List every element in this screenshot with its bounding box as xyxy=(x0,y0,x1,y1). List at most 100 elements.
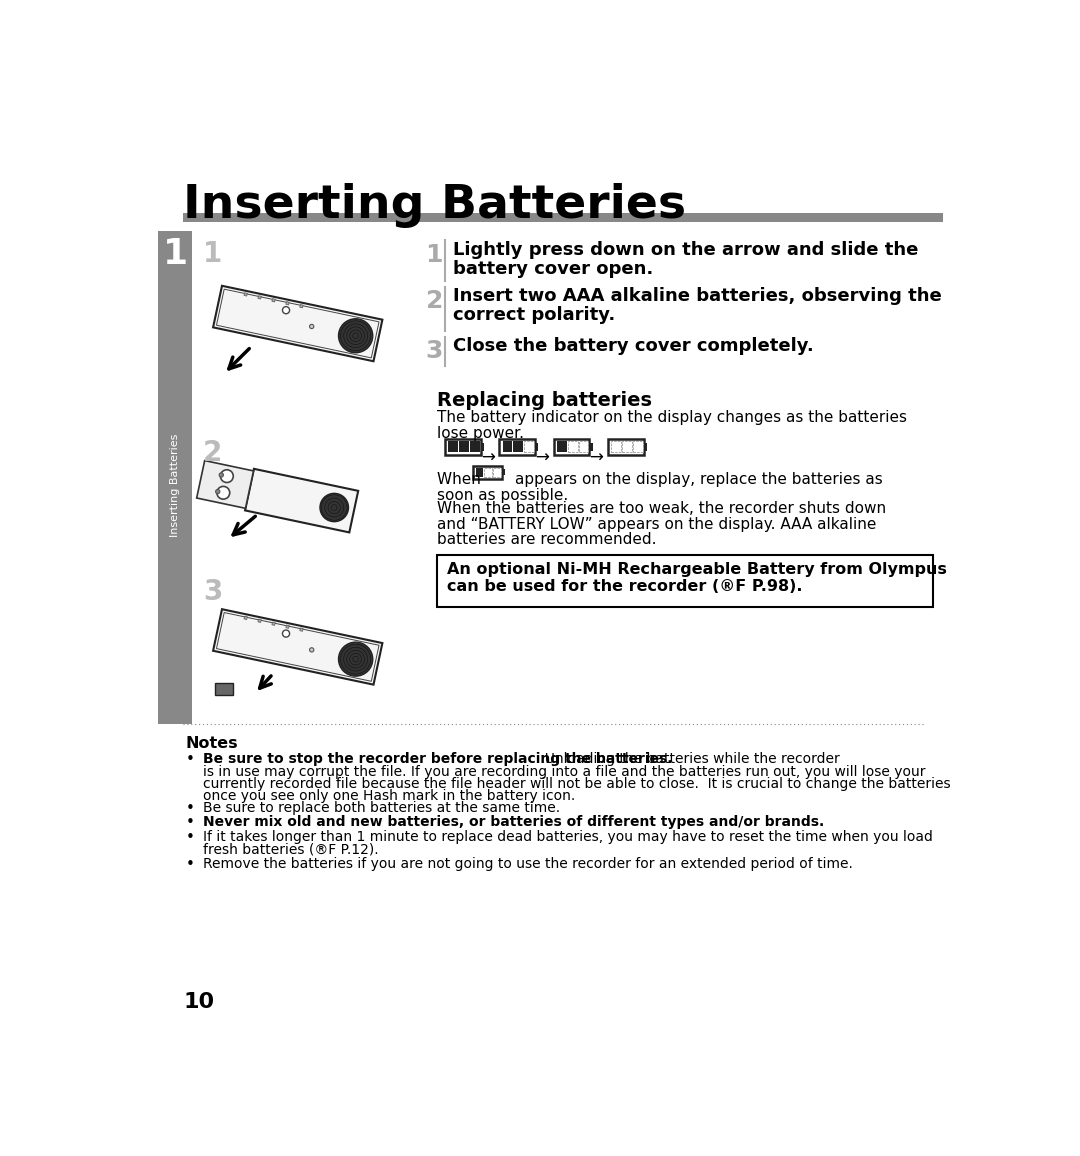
Circle shape xyxy=(283,306,289,313)
Bar xyxy=(535,443,538,451)
Polygon shape xyxy=(300,628,303,631)
Text: and “BATTERY LOW” appears on the display. AAA alkaline: and “BATTERY LOW” appears on the display… xyxy=(437,517,877,532)
Bar xyxy=(499,438,535,454)
Text: Be sure to replace both batteries at the same time.: Be sure to replace both batteries at the… xyxy=(203,801,561,815)
Text: appears on the display, replace the batteries as: appears on the display, replace the batt… xyxy=(515,472,882,487)
Text: 1: 1 xyxy=(203,240,222,268)
Bar xyxy=(633,442,643,452)
Text: Close the battery cover completely.: Close the battery cover completely. xyxy=(453,338,813,355)
Bar xyxy=(437,555,933,607)
Text: When: When xyxy=(437,472,486,487)
Bar xyxy=(494,467,501,476)
Polygon shape xyxy=(244,292,247,296)
Text: •: • xyxy=(186,801,194,816)
Text: The battery indicator on the display changes as the batteries: The battery indicator on the display cha… xyxy=(437,409,907,424)
Text: once you see only one Hash mark in the battery icon.: once you see only one Hash mark in the b… xyxy=(203,790,576,803)
Bar xyxy=(611,442,621,452)
Text: fresh batteries (®F P.12).: fresh batteries (®F P.12). xyxy=(203,843,379,857)
Bar xyxy=(183,213,943,222)
Polygon shape xyxy=(258,296,261,299)
Text: •: • xyxy=(186,753,194,768)
Polygon shape xyxy=(286,302,289,305)
Text: →: → xyxy=(590,449,603,467)
Text: Be sure to stop the recorder before replacing the batteries.: Be sure to stop the recorder before repl… xyxy=(203,753,673,766)
Bar xyxy=(622,442,632,452)
Text: Inserting Batteries: Inserting Batteries xyxy=(183,184,686,229)
Bar xyxy=(557,442,567,452)
Bar xyxy=(494,467,501,476)
Circle shape xyxy=(338,319,373,353)
Circle shape xyxy=(338,642,373,676)
Bar xyxy=(525,442,535,452)
Bar xyxy=(579,442,589,452)
Text: batteries are recommended.: batteries are recommended. xyxy=(437,532,657,547)
Text: Never mix old and new batteries, or batteries of different types and/or brands.: Never mix old and new batteries, or batt… xyxy=(203,815,824,829)
Text: lose power.: lose power. xyxy=(437,425,524,440)
Bar xyxy=(475,467,484,476)
Text: 2: 2 xyxy=(203,439,222,467)
Polygon shape xyxy=(213,609,382,684)
Bar xyxy=(525,442,535,452)
Bar xyxy=(485,467,492,476)
Bar xyxy=(445,438,481,454)
Text: Notes: Notes xyxy=(186,736,238,751)
Text: An optional Ni-MH Rechargeable Battery from Olympus: An optional Ni-MH Rechargeable Battery f… xyxy=(446,562,946,577)
Bar xyxy=(481,443,484,451)
Circle shape xyxy=(220,469,233,482)
Text: →: → xyxy=(535,449,549,467)
Bar xyxy=(644,443,647,451)
Circle shape xyxy=(310,325,314,328)
Bar xyxy=(502,442,512,452)
Text: If it takes longer than 1 minute to replace dead batteries, you may have to rese: If it takes longer than 1 minute to repl… xyxy=(203,830,933,844)
Text: Insert two AAA alkaline batteries, observing the: Insert two AAA alkaline batteries, obser… xyxy=(453,288,942,305)
Text: 10: 10 xyxy=(183,992,214,1012)
Text: 3: 3 xyxy=(203,578,222,606)
Bar xyxy=(622,442,632,452)
Polygon shape xyxy=(272,622,275,625)
Text: can be used for the recorder (®F P.98).: can be used for the recorder (®F P.98). xyxy=(446,579,802,594)
Text: 1: 1 xyxy=(163,237,188,272)
Text: Remove the batteries if you are not going to use the recorder for an extended pe: Remove the batteries if you are not goin… xyxy=(203,857,853,872)
Text: soon as possible.: soon as possible. xyxy=(437,488,568,503)
Circle shape xyxy=(216,489,220,494)
Bar xyxy=(568,442,578,452)
Text: is in use may corrupt the file. If you are recording into a file and the batteri: is in use may corrupt the file. If you a… xyxy=(203,765,926,779)
Text: Inserting Batteries: Inserting Batteries xyxy=(171,434,180,536)
Polygon shape xyxy=(286,625,289,629)
Bar xyxy=(513,442,523,452)
Text: correct polarity.: correct polarity. xyxy=(453,306,615,324)
Bar xyxy=(554,438,590,454)
Bar xyxy=(215,683,233,696)
Text: battery cover open.: battery cover open. xyxy=(453,260,653,277)
Bar xyxy=(459,442,469,452)
Circle shape xyxy=(217,487,230,499)
Bar xyxy=(568,442,578,452)
Polygon shape xyxy=(300,304,303,307)
Text: →: → xyxy=(481,449,495,467)
Bar xyxy=(579,442,589,452)
Text: 3: 3 xyxy=(426,339,443,363)
Polygon shape xyxy=(244,616,247,620)
Bar xyxy=(633,442,643,452)
Text: 1: 1 xyxy=(426,243,443,267)
Bar xyxy=(159,231,192,724)
Text: Lightly press down on the arrow and slide the: Lightly press down on the arrow and slid… xyxy=(453,242,918,259)
Bar xyxy=(448,442,458,452)
Text: currently recorded file because the file header will not be able to close.  It i: currently recorded file because the file… xyxy=(203,777,950,791)
Text: Replacing batteries: Replacing batteries xyxy=(437,391,652,410)
Bar xyxy=(608,438,644,454)
Polygon shape xyxy=(213,286,382,361)
Circle shape xyxy=(219,473,224,477)
Text: •: • xyxy=(186,830,194,845)
Polygon shape xyxy=(245,469,359,533)
Text: •: • xyxy=(186,857,194,872)
Bar xyxy=(473,466,502,479)
Bar xyxy=(502,469,504,475)
Polygon shape xyxy=(258,620,261,622)
Polygon shape xyxy=(272,298,275,302)
Bar xyxy=(470,442,480,452)
Text: Unloading the batteries while the recorder: Unloading the batteries while the record… xyxy=(537,753,840,766)
Bar xyxy=(485,467,492,476)
Polygon shape xyxy=(197,460,254,509)
Text: When the batteries are too weak, the recorder shuts down: When the batteries are too weak, the rec… xyxy=(437,502,887,517)
